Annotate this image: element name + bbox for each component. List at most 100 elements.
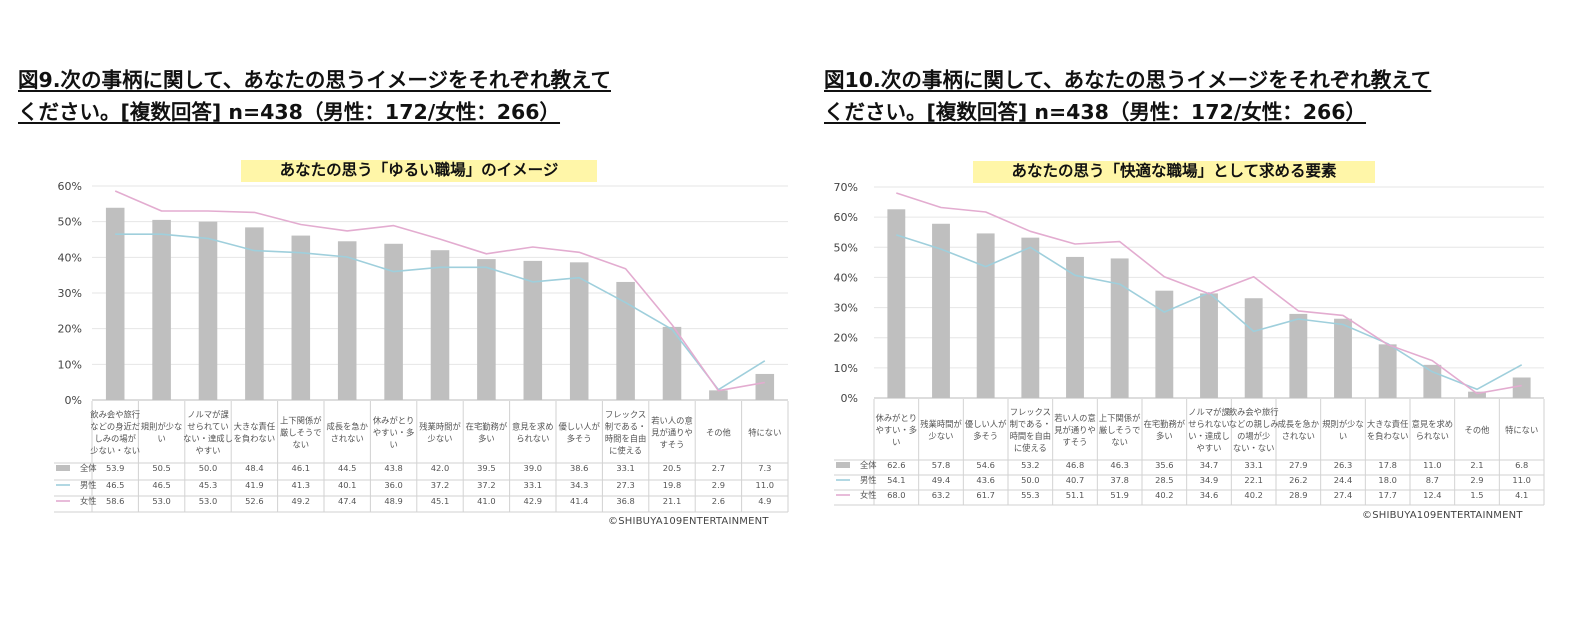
table-cell: 21.1 [663,496,681,506]
y-tick-label: 20% [834,332,858,345]
table-cell: 41.3 [292,480,310,490]
bar [1289,313,1308,398]
category-label: に使える [609,446,642,456]
table-cell: 43.8 [384,463,402,473]
category-label: られない [516,434,549,444]
y-tick-label: 50% [58,216,82,229]
y-tick-label: 40% [834,271,858,284]
y-tick-label: 30% [58,287,82,300]
category-label: い・達成し [1188,431,1230,441]
chart-yurui-shokuba: あなたの思う「ゆるい職場」のイメージ 0% 10% 20% 30% 40% 50% 60% 飲み… [0,150,790,524]
table-cell: 46.5 [106,480,124,490]
table-cell: 8.7 [1426,475,1439,485]
table-cell: 12.4 [1423,490,1441,500]
category-label: を負わない [234,434,276,444]
table-cell: 39.5 [477,463,495,473]
category-label: 時間を自由 [1010,431,1052,441]
y-tick-label: 0% [841,392,858,405]
legend-label: 全体 [80,463,97,473]
table-cell: 36.0 [384,480,402,490]
category-label: やすい・多 [373,428,415,438]
category-label: 少ない・ない [90,446,140,456]
category-label: などの親しみ [1229,419,1279,429]
category-label: い [1339,431,1347,441]
category-label: などの身近だ [90,422,140,432]
y-tick-label: 50% [834,241,858,254]
category-label: せられない [1188,419,1230,429]
category-label: フレックス [605,410,646,420]
chart-title: あなたの思う「快適な職場」として求める要素 [1011,161,1337,180]
table-cell: 61.7 [976,490,994,500]
y-tick-label: 60% [58,180,82,193]
chart-svg: あなたの思う「ゆるい職場」のイメージ 0% 10% 20% 30% 40% 50% 60% 飲み… [54,160,789,513]
table-cell: 35.6 [1155,460,1173,470]
table-cell: 53.0 [199,496,217,506]
y-tick-label: 0% [65,394,82,407]
table-cell: 57.8 [932,460,950,470]
table-cell: 2.1 [1470,460,1483,470]
chart-title: あなたの思う「ゆるい職場」のイメージ [280,160,559,179]
category-label: ない [1111,437,1128,447]
bar [477,259,496,400]
table-cell: 46.8 [1066,460,1084,470]
y-tick-label: 40% [58,251,82,264]
table-cell: 48.4 [245,463,263,473]
legend-swatch-bar [836,462,850,468]
chart-title-highlight [241,160,597,182]
category-label: 制である・ [605,422,646,432]
table-cell: 41.0 [477,496,495,506]
bar [1155,290,1174,398]
category-label: やすい・多 [876,425,918,435]
table-cell: 38.6 [570,463,588,473]
category-label: 多そう [973,431,998,441]
bar [1378,344,1397,398]
chart-kaiteki-shokuba: あなたの思う「快適な職場」として求める要素 0% 10% 20% 30% 40% 50% 60… [806,150,1546,524]
bar [887,209,906,398]
bar [105,207,125,400]
table-cell: 6.8 [1515,460,1528,470]
table-cell: 33.1 [524,480,542,490]
figure-title-line-2: ください。[複数回答] n=438（男性：172/女性：266） [824,100,1367,124]
table-cell: 34.9 [1200,475,1218,485]
category-label: 時間を自由 [605,434,647,444]
table-cell: 19.8 [663,480,681,490]
table-cell: 27.4 [1334,490,1352,500]
bar [291,235,311,400]
bar [976,233,995,398]
category-label: 意見を求め [512,422,554,432]
bar [1110,258,1129,398]
table-cell: 20.5 [663,463,681,473]
table-cell: 46.3 [1110,460,1128,470]
bar [245,227,264,400]
table-cell: 50.0 [1021,475,1039,485]
table-cell: 34.3 [570,480,588,490]
bar [152,219,171,400]
table-cell: 40.2 [1244,490,1262,500]
category-label: 残業時間が [419,422,461,432]
bar [337,241,357,400]
table-cell: 39.0 [524,463,542,473]
category-label: い [389,440,397,450]
category-label: 少ない [929,431,954,441]
table-cell: 11.0 [756,480,774,490]
category-label: 休みがとり [876,413,918,423]
table-cell: 54.6 [976,460,994,470]
legend-label: 男性 [860,475,877,485]
table-cell: 37.2 [431,480,449,490]
series-line [896,234,1523,391]
table-cell: 7.3 [758,463,771,473]
table-cell: 41.4 [570,496,588,506]
category-label: ない・達成し [183,434,233,444]
figure-9-panel: 図9.次の事柄に関して、あなたの思うイメージをそれぞれ教えて ください。[複数回… [0,68,790,527]
category-label: 若い人の意 [1054,413,1096,423]
bar [523,260,543,400]
table-cell: 45.1 [431,496,449,506]
category-label: 優しい人が [558,422,600,432]
figure-10-panel: 図10.次の事柄に関して、あなたの思うイメージをそれぞれ教えて ください。[複数… [806,0,1579,642]
table-cell: 62.6 [887,460,905,470]
table-cell: 54.1 [887,475,905,485]
table-cell: 41.9 [245,480,263,490]
bar [430,250,450,400]
table-cell: 1.5 [1470,490,1483,500]
table-cell: 26.2 [1289,475,1307,485]
